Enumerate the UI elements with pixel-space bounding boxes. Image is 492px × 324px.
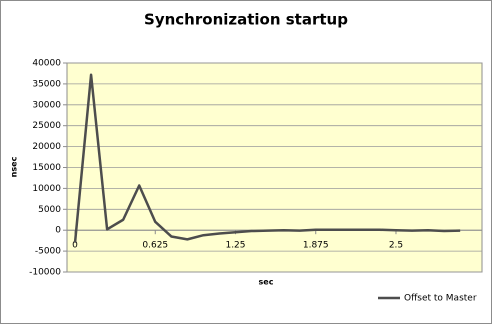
y-tick-label: 35000 [32, 79, 61, 89]
x-tick-label: 2.5 [389, 241, 403, 251]
legend-label: Offset to Master [404, 294, 477, 304]
y-tick-label: 20000 [32, 142, 61, 152]
y-tick-label: 25000 [32, 121, 61, 131]
y-tick-label: -10000 [29, 268, 61, 278]
x-tick-label: 0 [72, 241, 78, 251]
data-line [73, 73, 461, 243]
x-tick-label: 1.875 [303, 241, 329, 251]
y-axis-title: nsec [10, 156, 19, 177]
x-tick-label: 1.25 [225, 241, 245, 251]
chart-title: Synchronization startup [144, 11, 348, 29]
y-tick-label: 0 [55, 226, 61, 236]
y-tick-label: 5000 [38, 205, 61, 215]
x-tick-label: 0.625 [142, 241, 168, 251]
y-tick-label: 40000 [32, 59, 61, 69]
y-tick-label: 30000 [32, 100, 61, 110]
y-tick-label: 10000 [32, 184, 61, 194]
y-tick-label: -5000 [35, 247, 61, 257]
y-tick-label: 15000 [32, 163, 61, 173]
x-axis-title: sec [259, 278, 274, 287]
